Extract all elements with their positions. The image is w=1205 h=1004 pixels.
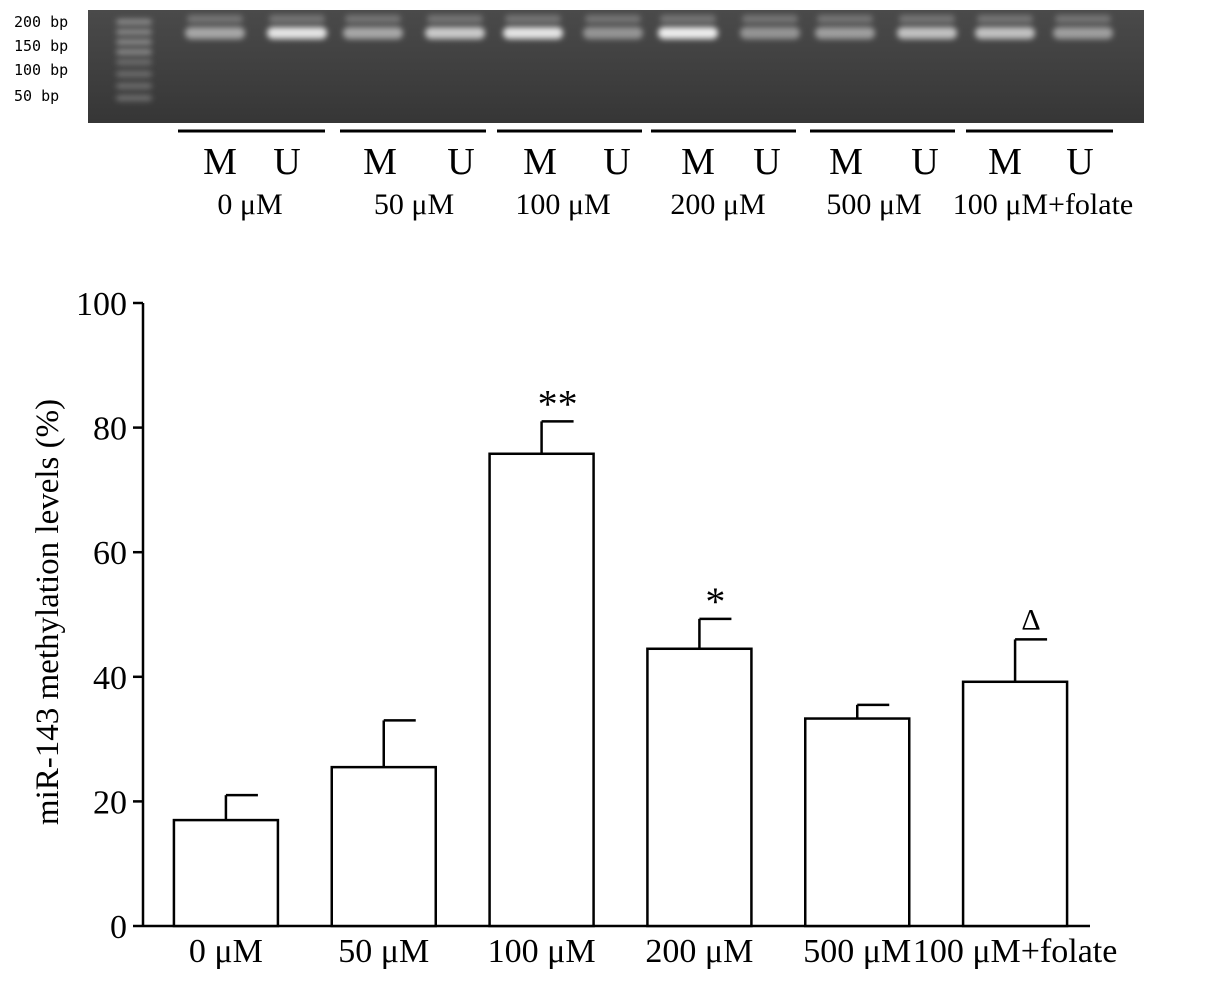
gel-band [503,27,563,39]
lane-label-m: M [203,141,237,183]
significance-markers: *** Δ [538,381,1041,636]
y-tick-label: 100 [76,286,127,323]
gel-band [185,27,245,39]
y-tick-label: 80 [93,411,127,448]
lane-label-m: M [829,141,863,183]
gel-concentration-label: 100 μM+folate [953,188,1133,221]
gel-band [343,27,403,39]
lane-label-u: U [273,141,300,183]
ladder-band [116,95,152,101]
x-tick-label: 200 μM [645,933,753,970]
error-bars [224,420,1048,821]
gel-band-upper [427,15,483,23]
gel-band-upper [977,15,1033,23]
size-marker-labels: 200 bp 150 bp 100 bp 50 bp [14,13,68,105]
x-tick-label: 100 μM+folate [913,933,1118,970]
gel-band [975,27,1035,39]
y-tick-label: 20 [93,784,127,821]
gel-concentration-label: 0 μM [217,188,282,221]
x-tick-label: 500 μM [803,933,911,970]
lane-label-u: U [447,141,474,183]
gel-band-upper [187,15,243,23]
gel-concentration-label: 50 μM [374,188,454,221]
bar-chart: 0 20 40 60 80 100 0 μM 50 μM 100 μM 200 μM 500 μM… [30,286,1117,970]
y-axis-label: miR-143 methylation levels (%) [30,399,66,825]
gel-band-upper [899,15,955,23]
ladder-band [116,59,152,65]
ladder-band [116,19,152,25]
lane-label-u: U [753,141,780,183]
lane-label-m: M [363,141,397,183]
gel-band-upper [1055,15,1111,23]
gel-bands [185,15,1113,39]
ladder-lane [116,19,152,101]
gel-band-upper [269,15,325,23]
bar [330,765,437,928]
x-tick-label: 100 μM [488,933,596,970]
gel-band [267,27,327,39]
bars [172,452,1069,928]
gel-band-upper [505,15,561,23]
gel-band-upper [817,15,873,23]
significance-marker: * [705,579,725,624]
lane-label-m: M [523,141,557,183]
gel-band [425,27,485,39]
gel-band [815,27,875,39]
lane-label-m: M [988,141,1022,183]
bar [646,647,753,928]
x-tick-label: 0 μM [189,933,263,970]
gel-image [88,10,1144,123]
size-marker-label: 150 bp [14,37,68,55]
size-marker-label: 200 bp [14,13,68,31]
gel-concentration-labels: 0 μM 50 μM 100 μM 200 μM 500 μM 100 μM+folate [217,188,1133,221]
gel-concentration-label: 100 μM [515,188,610,221]
y-tick-label: 0 [110,909,127,946]
ladder-band [116,39,152,45]
bar [488,452,595,928]
gel-band [658,27,718,39]
gel-band-upper [660,15,716,23]
gel-band-upper [345,15,401,23]
significance-marker: Δ [1021,603,1040,636]
significance-marker: ** [538,381,578,426]
size-marker-label: 100 bp [14,61,68,79]
lane-label-u: U [911,141,938,183]
y-tick-label: 60 [93,535,127,572]
lane-label-u: U [1066,141,1093,183]
lane-label-m: M [681,141,715,183]
ladder-band [116,49,152,55]
ladder-band [116,83,152,89]
size-marker-label: 50 bp [14,87,59,105]
gel-concentration-label: 200 μM [670,188,765,221]
gel-band-upper [585,15,641,23]
gel-band-upper [742,15,798,23]
x-tick-label: 50 μM [338,933,429,970]
bar [172,818,280,928]
ladder-band [116,71,152,77]
gel-band [897,27,957,39]
ladder-band [116,29,152,35]
gel-band [740,27,800,39]
bar [804,717,911,928]
x-axis: 0 μM 50 μM 100 μM 200 μM 500 μM 100 μM+folate [143,924,1118,970]
bar [961,680,1069,928]
y-axis: 0 20 40 60 80 100 [76,286,145,946]
gel-band [1053,27,1113,39]
gel-band [583,27,643,39]
lane-label-u: U [603,141,630,183]
gel-concentration-label: 500 μM [826,188,921,221]
y-tick-label: 40 [93,660,127,697]
